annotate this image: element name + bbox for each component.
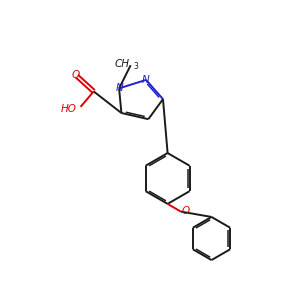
Text: 3: 3 bbox=[134, 61, 139, 70]
Text: O: O bbox=[182, 206, 190, 216]
Text: N: N bbox=[115, 83, 123, 93]
Text: CH: CH bbox=[114, 59, 129, 69]
Text: HO: HO bbox=[61, 104, 77, 114]
Text: O: O bbox=[71, 70, 79, 80]
Text: N: N bbox=[142, 75, 150, 85]
